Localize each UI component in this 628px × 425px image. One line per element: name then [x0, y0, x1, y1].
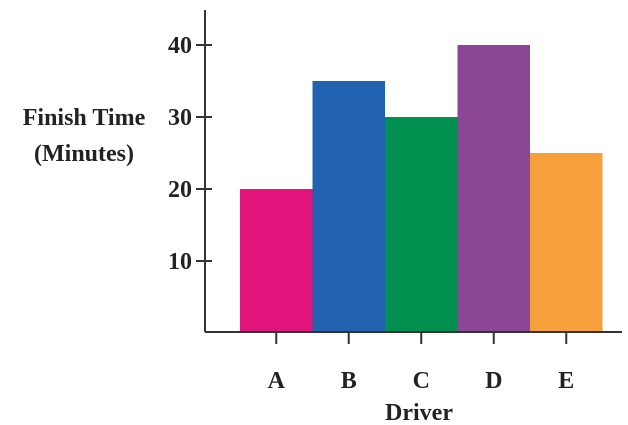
- y-tick-label-20: 20: [168, 177, 192, 203]
- y-tick-label-10: 10: [168, 249, 192, 275]
- bar-d: [457, 45, 530, 332]
- bar-b: [312, 81, 385, 332]
- x-tick-label-d: D: [485, 368, 502, 394]
- bars-group: [240, 45, 603, 332]
- bar-a: [240, 189, 313, 332]
- x-tick-label-b: B: [341, 368, 357, 394]
- y-ticks-group: 10 20 30 40: [168, 33, 212, 275]
- x-tick-label-e: E: [558, 368, 574, 394]
- bar-c: [385, 117, 458, 332]
- bar-e: [530, 153, 603, 332]
- axes-group: [204, 10, 622, 333]
- y-axis-title-line-2: (Minutes): [34, 141, 134, 167]
- y-tick-label-40: 40: [168, 33, 192, 59]
- x-ticks-group: A B C D E: [268, 332, 574, 394]
- x-tick-label-a: A: [268, 368, 286, 394]
- y-tick-label-30: 30: [168, 105, 192, 131]
- x-axis-title: Driver: [385, 400, 453, 425]
- y-axis-title-line-1: Finish Time: [23, 105, 146, 131]
- x-tick-label-c: C: [413, 368, 430, 394]
